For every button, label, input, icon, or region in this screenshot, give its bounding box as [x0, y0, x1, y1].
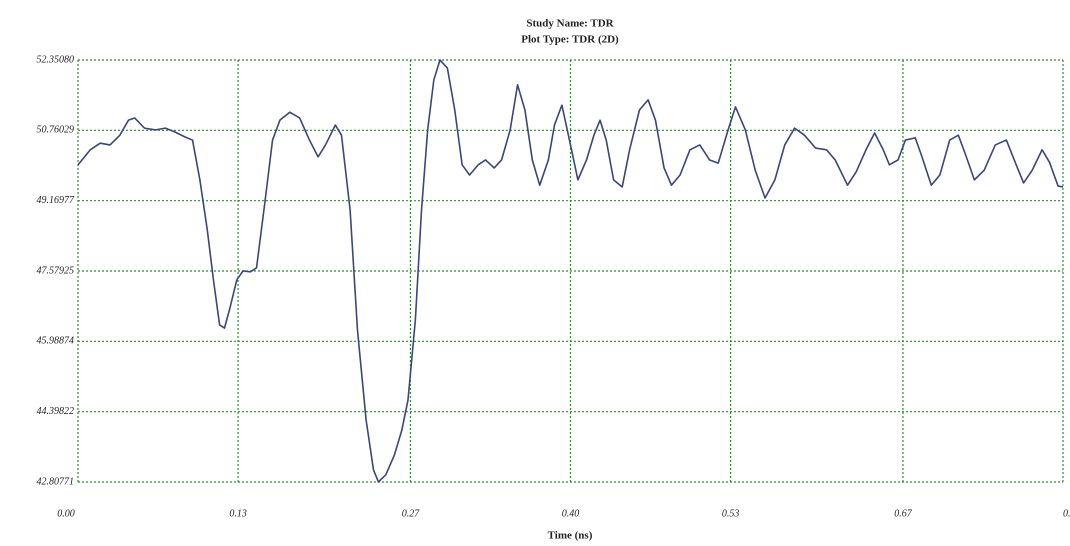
y-tick-label: 49.16977: [37, 195, 76, 206]
chart-subtitle: Plot Type: TDR (2D): [521, 34, 619, 46]
y-tick-label: 47.57925: [37, 265, 75, 276]
y-tick-label: 50.76029: [37, 125, 75, 136]
x-tick-label: 0.00: [57, 508, 75, 519]
y-tick-label: 45.98874: [37, 336, 75, 347]
y-tick-label: 42.80771: [37, 476, 75, 487]
x-tick-label: 0.53: [722, 508, 740, 519]
data-line: [77, 59, 1064, 483]
y-tick-label: 44.39822: [37, 406, 75, 417]
x-tick-label: 0.40: [562, 508, 580, 519]
y-tick-label: 52.35080: [37, 54, 75, 65]
x-tick-label: 0.13: [229, 508, 247, 519]
chart-title: Study Name: TDR: [526, 18, 614, 30]
x-tick-label: 0.67: [894, 508, 913, 519]
x-tick-label: 0.27: [402, 508, 421, 519]
x-axis-label: Time (ns): [548, 530, 593, 542]
x-tick-label: 0.80: [1063, 508, 1070, 519]
